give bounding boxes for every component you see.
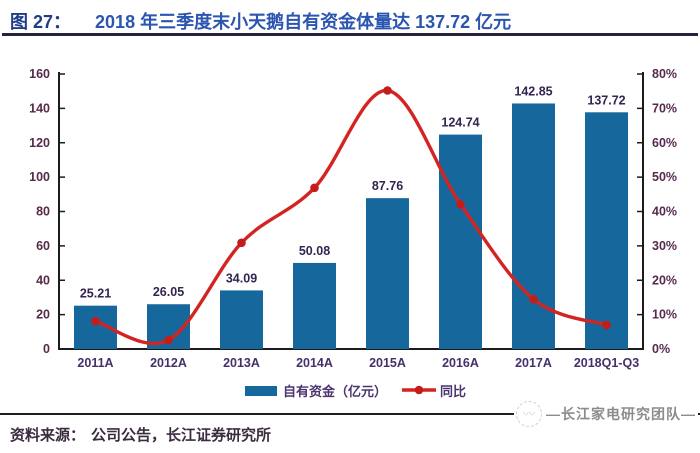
left-axis-tick-label: 40: [36, 273, 50, 287]
figure-number: 图 27：: [10, 12, 72, 32]
right-axis-tick-label: 30%: [652, 239, 677, 253]
figure-title: 图 27： 2018 年三季度末小天鹅自有资金体量达 137.72 亿元: [10, 8, 696, 34]
x-axis-category-label: 2013A: [223, 356, 260, 370]
right-axis-tick-label: 20%: [652, 273, 677, 287]
legend-bar-swatch: [245, 386, 277, 396]
bar-2017A: [512, 103, 555, 349]
right-axis-tick-label: 0%: [652, 342, 670, 356]
yoy-marker-2016A: [456, 199, 465, 209]
changjiang-logo-icon: 〰: [516, 401, 542, 427]
bar-value-label: 124.74: [441, 116, 479, 130]
footer-divider: [0, 413, 700, 415]
team-watermark-text: —长江家电研究团队—: [546, 406, 696, 422]
left-axis-tick-label: 120: [29, 136, 50, 150]
x-axis-category-label: 2017A: [515, 356, 552, 370]
left-axis-tick-label: 80: [36, 205, 50, 219]
bar-value-label: 50.08: [299, 244, 330, 258]
bar-value-label: 137.72: [587, 93, 625, 107]
right-axis-tick-label: 60%: [652, 136, 677, 150]
legend-line-marker: [414, 385, 424, 395]
yoy-marker-2011A: [91, 316, 100, 326]
source-text: 公司公告，长江证券研究所: [91, 427, 272, 444]
x-axis-category-label: 2012A: [150, 356, 187, 370]
left-axis-tick-label: 100: [29, 170, 50, 184]
yoy-line: [93, 88, 609, 346]
left-axis-tick-label: 140: [29, 101, 50, 115]
bar-2013A: [220, 290, 263, 349]
source-label: 资料来源：: [10, 427, 86, 444]
yoy-marker-2018Q1-Q3: [602, 320, 611, 330]
x-axis-category-label: 2015A: [369, 356, 406, 370]
bar-2016A: [439, 134, 482, 349]
left-axis-tick-label: 160: [29, 67, 50, 81]
x-axis-category-label: 2018Q1-Q3: [574, 356, 639, 370]
right-axis-tick-label: 40%: [652, 205, 677, 219]
left-axis-tick-label: 0: [43, 342, 50, 356]
right-axis-tick-label: 80%: [652, 67, 677, 81]
figure-title-text: 2018 年三季度末小天鹅自有资金体量达 137.72 亿元: [95, 12, 512, 32]
left-axis-tick-label: 60: [36, 239, 50, 253]
bar-value-label: 26.05: [153, 285, 184, 299]
yoy-marker-2014A: [310, 183, 319, 193]
bar-value-label: 25.21: [80, 287, 111, 301]
bar-value-label: 34.09: [226, 271, 257, 285]
title-divider: [2, 33, 698, 36]
legend-bar-label: 自有资金（亿元）: [283, 384, 387, 399]
source-note: 资料来源： 公司公告，长江证券研究所: [10, 424, 271, 445]
yoy-marker-2012A: [164, 335, 173, 345]
bar-2018Q1-Q3: [585, 112, 628, 349]
right-axis-tick-label: 50%: [652, 170, 677, 184]
yoy-marker-2017A: [529, 294, 538, 304]
bar-2014A: [293, 262, 336, 349]
x-axis-category-label: 2011A: [77, 356, 113, 370]
legend-line-label: 同比: [440, 384, 466, 399]
yoy-marker-2015A: [383, 86, 392, 95]
bar-value-label: 142.85: [514, 84, 552, 98]
x-axis-category-label: 2014A: [296, 356, 333, 370]
yoy-marker-2013A: [237, 238, 246, 248]
x-axis-category-label: 2016A: [442, 356, 479, 370]
bar-value-label: 87.76: [372, 179, 403, 193]
left-axis-tick-label: 20: [36, 308, 50, 322]
bar-2015A: [366, 198, 409, 349]
right-axis-tick-label: 10%: [652, 308, 677, 322]
right-axis-tick-label: 70%: [652, 101, 677, 115]
bar-line-chart: 0 20 40 60 80 100 120 140 160 0% 10% 20% 30% 40% 50% 60…: [29, 67, 677, 399]
team-watermark: 〰 —长江家电研究团队—: [514, 400, 698, 428]
